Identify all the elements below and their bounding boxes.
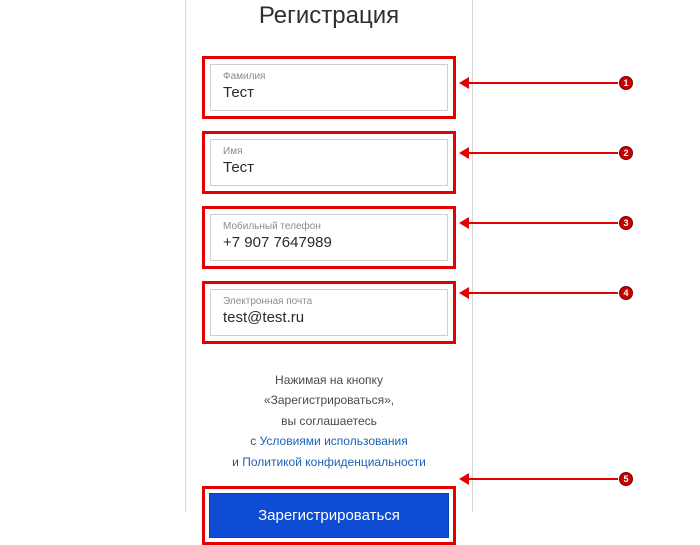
name-input[interactable] (223, 159, 435, 176)
email-highlight: Электронная почта (202, 281, 456, 344)
callout-4-line (469, 292, 618, 294)
callout-5-badge: 5 (619, 472, 633, 486)
surname-highlight: Фамилия (202, 56, 456, 119)
callout-2: 2 (459, 146, 633, 160)
surname-input[interactable] (223, 84, 435, 101)
submit-highlight: Зарегистрироваться (202, 486, 456, 545)
name-label: Имя (223, 146, 435, 157)
surname-label: Фамилия (223, 71, 435, 82)
callout-4: 4 (459, 286, 633, 300)
callout-3-badge: 3 (619, 216, 633, 230)
page-title: Регистрация (186, 2, 472, 30)
callout-2-badge: 2 (619, 146, 633, 160)
terms-line5-prefix: и (232, 455, 242, 469)
terms-line3: вы соглашаетесь (281, 414, 377, 428)
callout-3: 3 (459, 216, 633, 230)
submit-button[interactable]: Зарегистрироваться (210, 494, 448, 537)
phone-field-container[interactable]: Мобильный телефон (210, 214, 448, 261)
terms-line1: Нажимая на кнопку (275, 373, 383, 387)
callout-2-line (469, 152, 618, 154)
name-highlight: Имя (202, 131, 456, 194)
registration-card: Регистрация Фамилия Имя Мобильный телефо… (185, 0, 473, 512)
callout-5-arrow (459, 473, 469, 485)
email-input[interactable] (223, 309, 435, 326)
callout-1: 1 (459, 76, 633, 90)
callout-2-arrow (459, 147, 469, 159)
callout-5-line (469, 478, 618, 480)
callout-3-arrow (459, 217, 469, 229)
callout-5: 5 (459, 472, 633, 486)
callout-1-line (469, 82, 618, 84)
name-field-container[interactable]: Имя (210, 139, 448, 186)
phone-highlight: Мобильный телефон (202, 206, 456, 269)
email-field-container[interactable]: Электронная почта (210, 289, 448, 336)
phone-input[interactable] (223, 234, 435, 251)
terms-usage-link[interactable]: Условиями использования (260, 434, 408, 448)
callout-1-arrow (459, 77, 469, 89)
callout-4-arrow (459, 287, 469, 299)
terms-line4-prefix: с (250, 434, 259, 448)
callout-4-badge: 4 (619, 286, 633, 300)
callout-1-badge: 1 (619, 76, 633, 90)
phone-label: Мобильный телефон (223, 221, 435, 232)
callout-3-line (469, 222, 618, 224)
surname-field-container[interactable]: Фамилия (210, 64, 448, 111)
terms-privacy-link[interactable]: Политикой конфиденциальности (242, 455, 426, 469)
terms-text: Нажимая на кнопку «Зарегистрироваться», … (206, 370, 452, 472)
terms-line2: «Зарегистрироваться», (264, 393, 394, 407)
email-label: Электронная почта (223, 296, 435, 307)
